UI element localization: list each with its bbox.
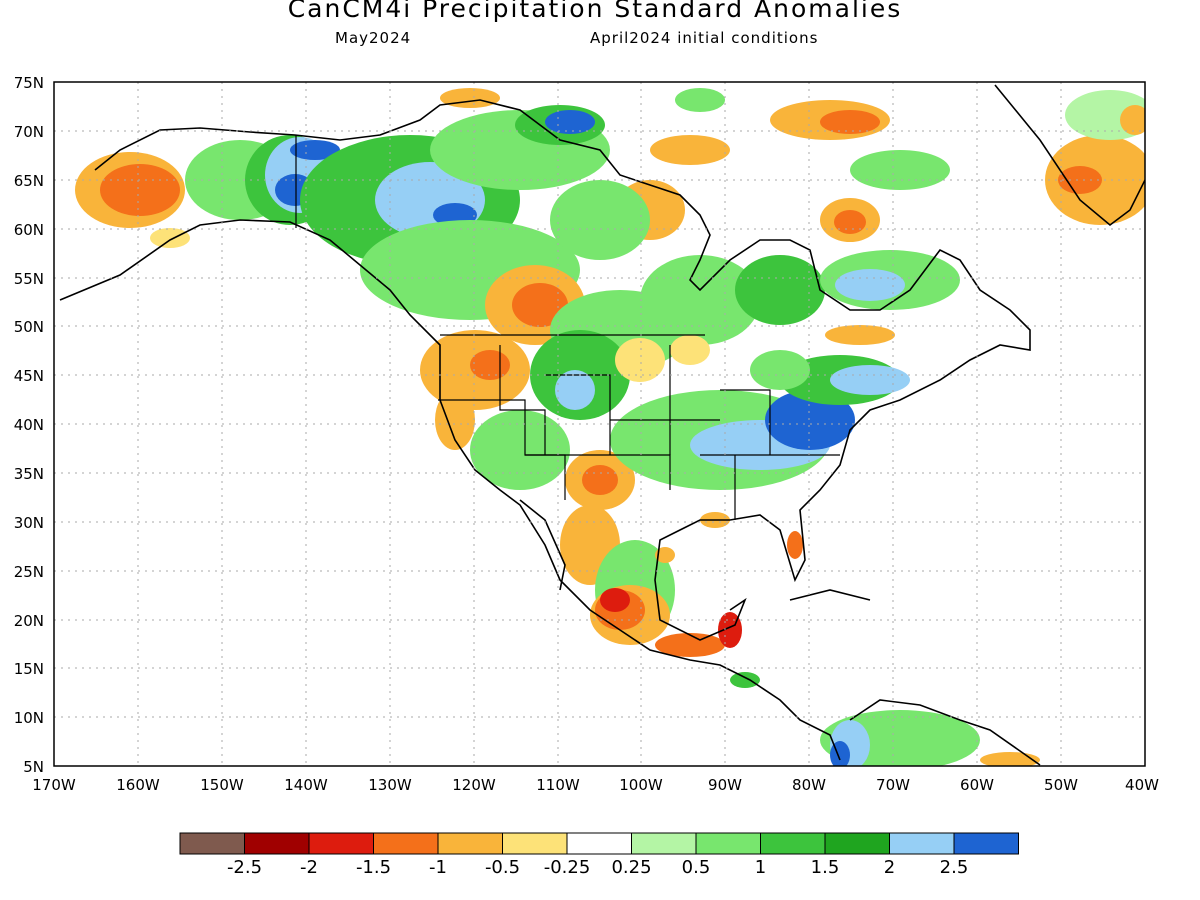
legend-label: -1 [429,857,447,878]
legend-swatch [502,832,568,855]
lat-axis: 75N 70N 65N 60N 55N 50N 45N 40N 35N 30N … [14,74,44,776]
lat-label: 25N [14,563,44,581]
legend-label: -1.5 [356,857,391,878]
map-grid [54,82,1145,766]
legend-swatch [244,832,310,855]
legend-label: -2.5 [227,857,262,878]
map-frame [53,81,1146,767]
coastlines [59,84,1145,766]
lon-label: 100W [619,776,663,794]
lat-label: 35N [14,465,44,483]
forecast-month: May2024 [335,29,412,47]
legend-label: -0.25 [544,857,591,878]
lat-label: 20N [14,612,44,630]
lat-label: 65N [14,172,44,190]
lon-label: 140W [284,776,328,794]
legend-swatch [760,832,826,855]
anomaly-field [75,88,1145,766]
legend-swatch [631,832,697,855]
legend-labels: -2.5 -2 -1.5 -1 -0.5 -0.25 0.25 0.5 1 1.… [227,857,968,878]
lat-label: 55N [14,270,44,288]
legend-label: 1.5 [811,857,840,878]
lon-label: 60W [960,776,994,794]
legend-swatch [824,832,890,855]
lon-label: 80W [792,776,826,794]
map-title: CanCM4i Precipitation Standard Anomalies [287,0,903,23]
legend-label: 2 [884,857,895,878]
lat-label: 10N [14,709,44,727]
legend-label: -0.5 [485,857,520,878]
initial-conditions: April2024 initial conditions [590,29,819,47]
legend-swatch [437,832,503,855]
legend-swatch [308,832,374,855]
lon-label: 160W [116,776,160,794]
lon-label: 70W [876,776,910,794]
legend-label: 0.5 [682,857,711,878]
legend-label: 1 [755,857,766,878]
lat-label: 50N [14,318,44,336]
lon-axis: 170W 160W 150W 140W 130W 120W 110W 100W … [32,776,1159,794]
legend-label: -2 [300,857,318,878]
lat-label: 30N [14,514,44,532]
lon-label: 120W [452,776,496,794]
lon-label: 40W [1125,776,1159,794]
lat-label: 40N [14,416,44,434]
legend-swatch [953,832,1019,855]
legend-label: 2.5 [940,857,969,878]
lon-label: 110W [536,776,580,794]
lat-label: 60N [14,221,44,239]
lat-label: 15N [14,660,44,678]
legend-label: 0.25 [611,857,651,878]
lon-label: 50W [1044,776,1078,794]
lon-label: 170W [32,776,76,794]
lon-label: 90W [708,776,742,794]
lat-label: 5N [23,758,44,776]
legend-swatch [566,832,632,855]
lat-label: 70N [14,123,44,141]
legend-swatch [179,832,245,855]
legend-swatch [695,832,761,855]
lat-label: 45N [14,367,44,385]
legend-colorbar [179,832,1019,855]
lon-label: 130W [368,776,412,794]
legend-swatch [373,832,439,855]
lat-label: 75N [14,74,44,92]
legend-swatch [889,832,955,855]
lon-label: 150W [200,776,244,794]
